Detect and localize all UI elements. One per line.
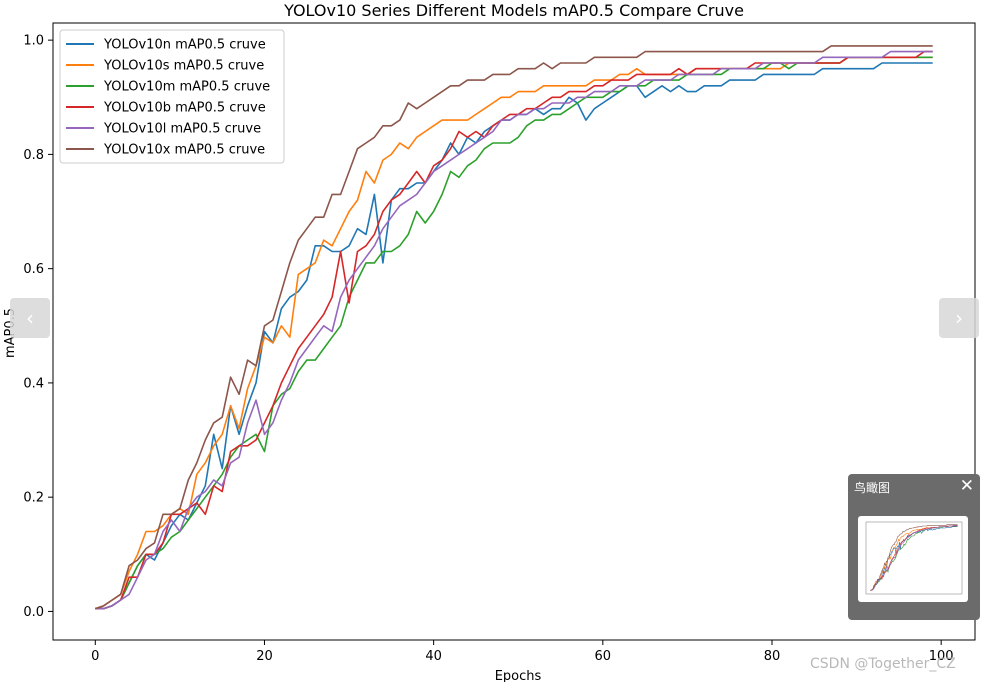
series-line-2 [95, 56, 933, 610]
legend-label-4: YOLOv10l mAP0.5 cruve [103, 122, 261, 137]
legend-label-3: YOLOv10b mAP0.5 cruve [103, 101, 266, 116]
x-axis-ticks: 0 20 40 60 80 100 [91, 640, 954, 664]
birdseye-thumbnail[interactable] [858, 516, 968, 602]
x-axis-label: Epochs [495, 669, 542, 682]
x-tick-label-1: 20 [256, 649, 273, 664]
series-lines [95, 45, 933, 610]
y-axis-ticks: 0.0 0.2 0.4 0.6 0.8 1.0 [23, 34, 53, 620]
y-tick-label-1: 0.2 [23, 491, 44, 506]
x-tick-label-5: 100 [929, 649, 954, 664]
series-line-5 [95, 45, 933, 610]
birdseye-panel: 鸟瞰图 ✕ [848, 474, 980, 620]
legend-label-1: YOLOv10s mAP0.5 cruve [103, 59, 264, 74]
watermark: CSDN @Together_CZ [810, 656, 956, 672]
birdseye-title: 鸟瞰图 [854, 481, 891, 495]
close-icon[interactable]: ✕ [959, 476, 974, 496]
chart-title: YOLOv10 Series Different Models mAP0.5 C… [283, 1, 744, 20]
legend: YOLOv10n mAP0.5 cruve YOLOv10s mAP0.5 cru… [59, 29, 285, 164]
y-tick-label-5: 1.0 [23, 34, 44, 49]
series-line-4 [95, 50, 933, 610]
thumbnail-line-0 [870, 526, 958, 591]
y-tick-label-2: 0.4 [23, 376, 44, 391]
birdseye-header: 鸟瞰图 ✕ [848, 474, 980, 500]
y-tick-label-3: 0.6 [23, 262, 44, 277]
legend-label-2: YOLOv10m mAP0.5 cruve [103, 80, 270, 95]
thumbnail-frame [865, 521, 963, 595]
x-tick-label-0: 0 [91, 649, 99, 664]
legend-label-5: YOLOv10x mAP0.5 cruve [103, 143, 265, 158]
y-tick-label-4: 0.8 [23, 148, 44, 163]
legend-box [59, 29, 285, 164]
thumbnail-line-4 [870, 525, 958, 591]
thumbnail-line-2 [870, 525, 958, 591]
thumbnail-line-5 [870, 524, 958, 591]
x-tick-label-4: 80 [764, 649, 781, 664]
thumbnail-line-3 [870, 525, 958, 591]
legend-label-0: YOLOv10n mAP0.5 cruve [103, 38, 266, 53]
thumbnail-chart [865, 521, 963, 595]
y-tick-label-0: 0.0 [23, 605, 44, 620]
x-tick-label-2: 40 [425, 649, 442, 664]
next-image-button[interactable]: › [939, 298, 979, 338]
previous-image-button[interactable]: ‹ [10, 298, 50, 338]
x-tick-label-3: 60 [595, 649, 612, 664]
